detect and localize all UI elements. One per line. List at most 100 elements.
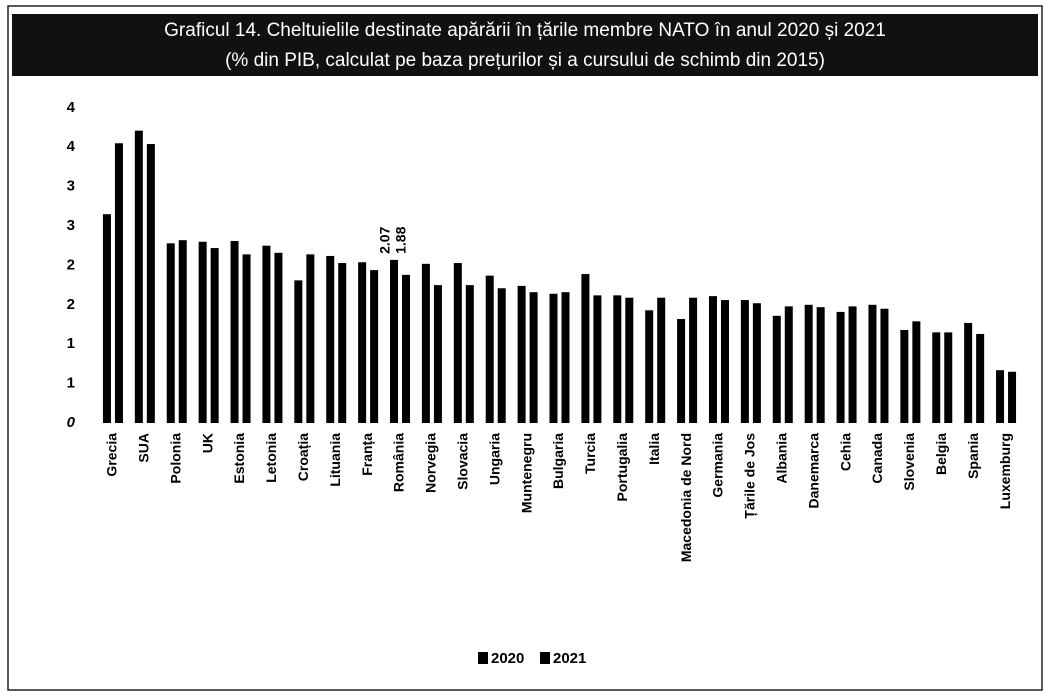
data-label: 1.88 <box>393 226 409 253</box>
bar <box>549 293 558 423</box>
bar <box>912 321 921 423</box>
bar <box>242 254 251 423</box>
bar <box>421 263 430 423</box>
bar <box>529 292 538 423</box>
x-tick-label: Slovenia <box>901 433 917 491</box>
x-tick-label: Grecia <box>104 433 120 477</box>
bar <box>613 295 622 423</box>
x-tick-label: Spania <box>965 433 981 479</box>
bar <box>433 285 442 423</box>
bar <box>1008 371 1017 423</box>
bar <box>274 252 283 423</box>
bar <box>900 330 909 423</box>
y-tick-label: 1 <box>67 335 75 352</box>
bar <box>146 144 155 423</box>
bar <box>178 240 187 423</box>
bar <box>453 263 462 423</box>
y-tick-label: 3 <box>67 217 75 234</box>
x-tick-label: Canada <box>869 433 885 484</box>
data-label: 2.07 <box>377 226 393 253</box>
bar <box>816 307 825 423</box>
x-tick-label: Norvegia <box>423 433 439 493</box>
bar <box>784 306 793 423</box>
bar <box>358 262 367 423</box>
bar <box>645 310 654 423</box>
legend-swatch <box>540 652 550 664</box>
x-tick-label: Muntenegru <box>518 433 534 513</box>
x-tick-label: Bulgaria <box>550 433 566 489</box>
bar <box>497 288 506 423</box>
bar <box>561 292 570 423</box>
bar <box>836 311 845 423</box>
y-tick-label: 3 <box>67 178 75 195</box>
bar <box>657 297 666 423</box>
x-tick-label: Cehia <box>837 433 853 471</box>
bar <box>976 333 985 423</box>
bar <box>848 306 857 423</box>
bar <box>677 318 686 423</box>
chart-subtitle: (% din PIB, calculat pe baza prețurilor … <box>225 50 825 71</box>
bar <box>198 241 207 423</box>
x-tick-label: Letonia <box>263 433 279 483</box>
bar <box>326 255 335 423</box>
x-tick-label: Croația <box>295 433 311 481</box>
bar <box>772 315 781 423</box>
bar <box>689 297 698 423</box>
bar <box>485 275 494 423</box>
x-tick-label: Portugalia <box>614 433 630 502</box>
bar <box>262 245 271 423</box>
x-tick-label: Ungaria <box>486 433 502 485</box>
x-tick-label: UK <box>199 433 215 453</box>
x-tick-label: Germania <box>710 433 726 498</box>
x-tick-label: Macedonia de Nord <box>678 433 694 562</box>
y-tick-label: 2 <box>67 256 75 273</box>
bar <box>230 240 239 423</box>
y-tick-label: 4 <box>67 99 76 116</box>
x-tick-label: Lituania <box>327 433 343 487</box>
legend-label: 2021 <box>553 650 586 667</box>
chart-title: Graficul 14. Cheltuielile destinate apăr… <box>164 20 886 41</box>
bar <box>134 130 143 424</box>
bar <box>932 332 941 423</box>
x-tick-label: Țările de Jos <box>742 433 758 519</box>
y-tick-label: 1 <box>67 375 75 392</box>
bar <box>720 300 729 423</box>
bar <box>370 270 379 423</box>
bar <box>114 143 123 423</box>
y-tick-label: 0 <box>67 414 76 431</box>
bar <box>306 254 315 423</box>
bar <box>581 274 590 423</box>
x-tick-label: Albania <box>773 433 789 484</box>
bar <box>210 248 219 423</box>
bar <box>868 304 877 423</box>
bar <box>593 295 602 423</box>
x-tick-label: Turcia <box>582 433 598 474</box>
bar <box>964 322 973 423</box>
x-tick-label: Italia <box>646 433 662 465</box>
bar <box>752 303 761 423</box>
legend-label: 2020 <box>491 650 524 667</box>
bar <box>402 274 411 423</box>
bar <box>166 243 175 423</box>
y-tick-label: 4 <box>67 138 76 155</box>
x-tick-label: Belgia <box>933 433 949 475</box>
bar <box>708 296 717 423</box>
x-tick-label: SUA <box>136 433 152 463</box>
bar <box>944 332 953 423</box>
bar <box>625 297 634 423</box>
bar <box>996 370 1005 423</box>
x-tick-label: România <box>391 433 407 492</box>
x-tick-label: Luxemburg <box>997 433 1013 509</box>
bar <box>102 214 111 423</box>
x-tick-label: Danemarca <box>805 433 821 509</box>
title-band <box>12 14 1038 76</box>
x-tick-label: Slovacia <box>455 433 471 490</box>
bar <box>294 280 303 423</box>
legend-swatch <box>478 652 488 664</box>
bar <box>517 285 526 423</box>
bar <box>804 304 813 423</box>
x-tick-label: Franța <box>359 433 375 476</box>
y-tick-label: 2 <box>67 296 75 313</box>
x-tick-label: Polonia <box>167 433 183 484</box>
